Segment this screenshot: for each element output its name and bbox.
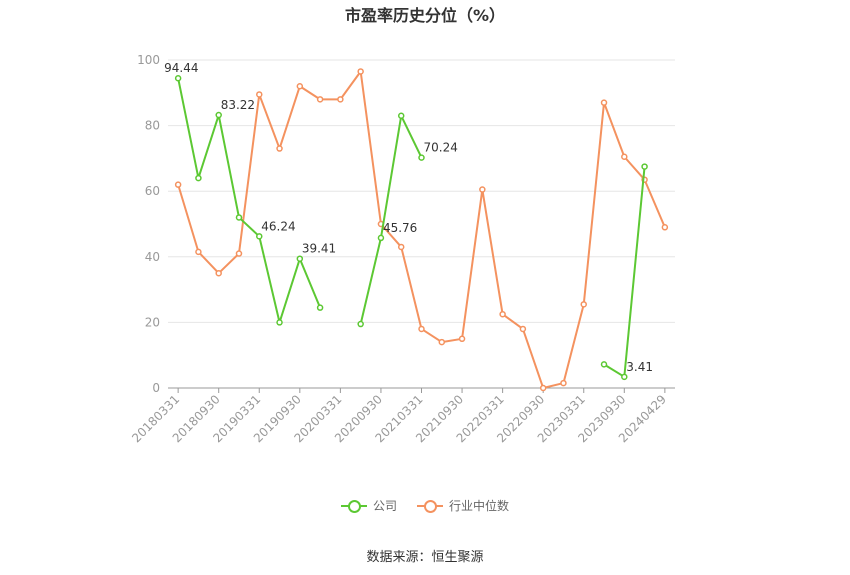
- data-point-1: [256, 91, 263, 98]
- data-point-0: [215, 111, 222, 119]
- data-point-1: [418, 325, 425, 333]
- grid-layer: [168, 59, 675, 323]
- data-point-1: [337, 96, 344, 103]
- data-point-1: [195, 248, 202, 256]
- data-point-1: [397, 243, 405, 251]
- data-point-1: [276, 145, 283, 152]
- data-point-1: [499, 310, 506, 318]
- data-point-1: [560, 379, 567, 387]
- y-tick-label: 60: [145, 184, 160, 198]
- series-line-0: [177, 78, 322, 324]
- legend-label-industry-median: 行业中位数: [449, 499, 510, 513]
- data-point-1: [600, 99, 608, 106]
- y-tick-label: 100: [137, 53, 160, 67]
- data-point-0: [296, 255, 304, 262]
- data-point-1: [539, 384, 547, 392]
- data-point-0: [397, 112, 405, 120]
- data-point-1: [621, 153, 628, 161]
- data-label: 83.22: [221, 98, 255, 112]
- data-label: 70.24: [424, 141, 458, 155]
- data-label: 46.24: [261, 219, 295, 233]
- legend-item-company[interactable]: 公司: [340, 497, 397, 514]
- data-point-1: [438, 338, 446, 346]
- y-tick-label: 20: [145, 315, 160, 329]
- data-point-0: [621, 373, 628, 381]
- data-point-1: [174, 181, 182, 188]
- data-point-0: [357, 320, 364, 328]
- data-point-1: [357, 68, 364, 75]
- data-point-1: [580, 301, 587, 308]
- y-tick-label: 80: [145, 119, 160, 133]
- data-label: 94.44: [164, 61, 198, 75]
- data-label: 3.41: [626, 360, 653, 374]
- data-point-1: [316, 96, 324, 103]
- data-point-1: [235, 250, 243, 257]
- data-point-0: [235, 214, 243, 221]
- y-tick-label: 0: [152, 381, 160, 395]
- data-point-1: [661, 224, 669, 231]
- y-tick-label: 40: [145, 250, 160, 264]
- chart-title: 市盈率历史分位（%）: [344, 6, 506, 25]
- data-label: 39.41: [302, 242, 336, 256]
- data-point-0: [256, 233, 263, 240]
- data-point-0: [174, 74, 182, 82]
- data-point-0: [641, 163, 648, 170]
- series-line-0: [603, 166, 646, 378]
- legend-line-icon: [340, 499, 367, 513]
- data-point-1: [479, 186, 486, 193]
- data-point-0: [600, 361, 608, 368]
- legend: 公司 行业中位数: [0, 497, 850, 514]
- data-point-0: [276, 319, 283, 326]
- data-point-1: [458, 335, 466, 343]
- data-source-note: 数据来源：恒生聚源: [366, 550, 484, 565]
- series-line-0: [359, 114, 423, 325]
- data-point-0: [418, 154, 425, 161]
- data-point-1: [215, 269, 222, 277]
- data-point-0: [316, 304, 324, 311]
- data-label: 45.76: [383, 221, 417, 235]
- data-point-0: [377, 234, 385, 242]
- legend-item-industry-median[interactable]: 行业中位数: [417, 497, 509, 514]
- series-layer: [174, 68, 669, 392]
- data-point-1: [296, 82, 304, 90]
- legend-label-company: 公司: [372, 499, 397, 513]
- data-point-1: [519, 325, 527, 333]
- data-point-0: [195, 174, 202, 182]
- legend-line-icon: [417, 499, 443, 513]
- label-layer: 94.44 83.22 46.24 39.41 45.76 70.24 3.41: [164, 61, 653, 374]
